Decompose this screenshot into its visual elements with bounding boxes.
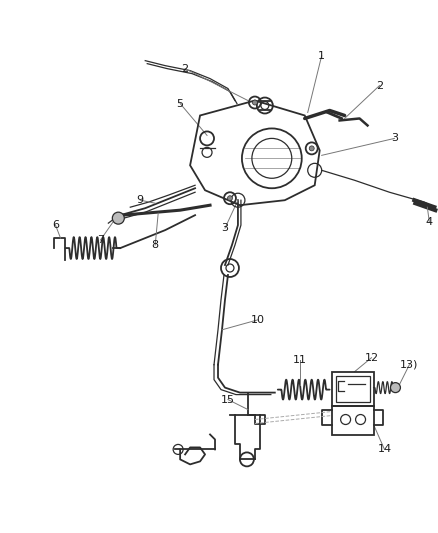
Circle shape: [112, 212, 124, 224]
Text: 2: 2: [375, 80, 382, 91]
Bar: [335, 376, 369, 401]
Text: 1: 1: [318, 51, 325, 61]
Text: 3: 3: [221, 223, 228, 233]
Text: 5: 5: [176, 99, 183, 109]
Text: 9: 9: [136, 195, 144, 205]
Text: 10: 10: [250, 315, 264, 325]
Circle shape: [308, 146, 314, 151]
Text: 11: 11: [292, 354, 306, 365]
Text: 3: 3: [390, 133, 397, 143]
Text: 4: 4: [425, 217, 432, 227]
Bar: [331, 372, 373, 406]
Text: 2: 2: [181, 63, 188, 74]
Text: 12: 12: [364, 353, 378, 363]
Circle shape: [252, 100, 257, 105]
Text: 15: 15: [220, 394, 234, 405]
Bar: [331, 406, 373, 435]
Text: 14: 14: [377, 445, 391, 455]
Text: 13): 13): [399, 360, 417, 370]
Circle shape: [389, 383, 399, 393]
Text: 7: 7: [97, 235, 104, 245]
Circle shape: [227, 196, 232, 201]
Text: 8: 8: [151, 240, 159, 250]
Text: 6: 6: [52, 220, 59, 230]
